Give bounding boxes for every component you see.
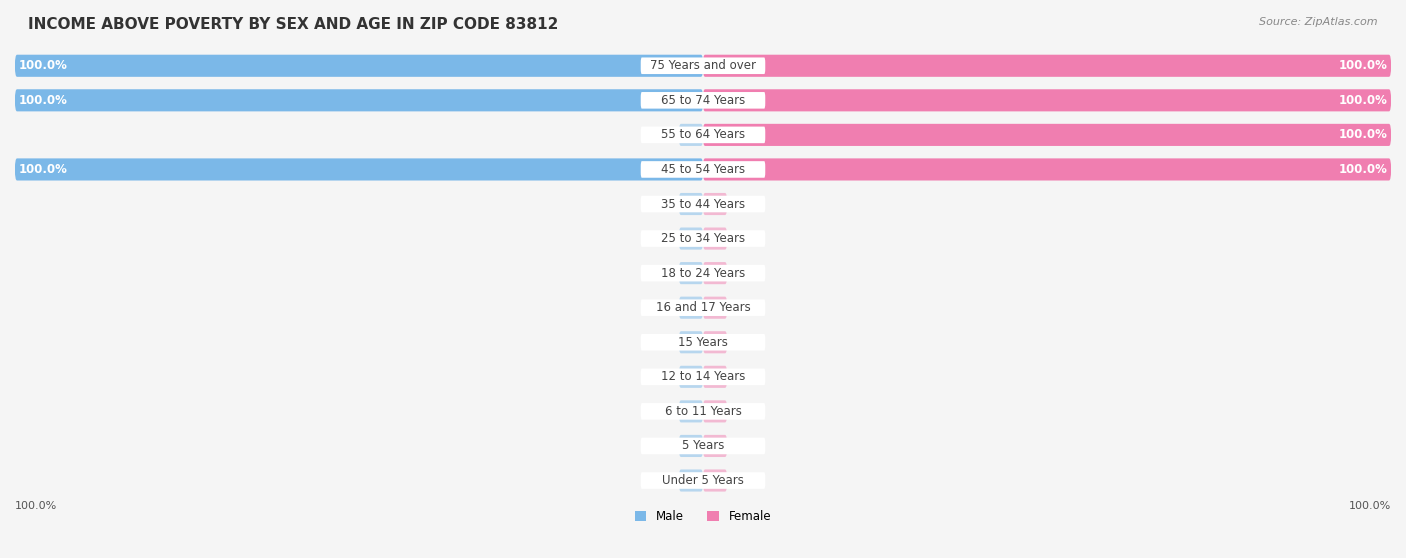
FancyBboxPatch shape	[679, 297, 703, 319]
FancyBboxPatch shape	[703, 435, 727, 457]
Text: 0.0%: 0.0%	[731, 371, 761, 383]
Text: 0.0%: 0.0%	[731, 232, 761, 245]
Text: 0.0%: 0.0%	[645, 198, 675, 210]
Bar	[15, 359, 1391, 394]
FancyBboxPatch shape	[703, 193, 727, 215]
Text: 100.0%: 100.0%	[18, 94, 67, 107]
FancyBboxPatch shape	[679, 400, 703, 422]
Text: 75 Years and over: 75 Years and over	[650, 59, 756, 73]
FancyBboxPatch shape	[703, 469, 727, 492]
FancyBboxPatch shape	[15, 158, 703, 180]
FancyBboxPatch shape	[679, 469, 703, 492]
FancyBboxPatch shape	[641, 92, 765, 109]
FancyBboxPatch shape	[703, 262, 727, 284]
FancyBboxPatch shape	[641, 403, 765, 420]
FancyBboxPatch shape	[703, 55, 1391, 77]
FancyBboxPatch shape	[703, 124, 1391, 146]
FancyBboxPatch shape	[641, 57, 765, 74]
FancyBboxPatch shape	[679, 262, 703, 284]
Text: 100.0%: 100.0%	[18, 59, 67, 73]
FancyBboxPatch shape	[679, 228, 703, 249]
Text: 25 to 34 Years: 25 to 34 Years	[661, 232, 745, 245]
FancyBboxPatch shape	[679, 435, 703, 457]
Bar	[15, 49, 1391, 83]
FancyBboxPatch shape	[703, 365, 727, 388]
FancyBboxPatch shape	[679, 331, 703, 353]
Text: 16 and 17 Years: 16 and 17 Years	[655, 301, 751, 314]
Text: 5 Years: 5 Years	[682, 440, 724, 453]
Text: Under 5 Years: Under 5 Years	[662, 474, 744, 487]
Bar	[15, 222, 1391, 256]
Text: 100.0%: 100.0%	[15, 501, 58, 511]
Bar	[15, 429, 1391, 463]
Text: 0.0%: 0.0%	[645, 267, 675, 280]
Text: 0.0%: 0.0%	[731, 267, 761, 280]
FancyBboxPatch shape	[641, 437, 765, 454]
Legend: Male, Female: Male, Female	[630, 506, 776, 528]
Text: 65 to 74 Years: 65 to 74 Years	[661, 94, 745, 107]
Text: 0.0%: 0.0%	[645, 474, 675, 487]
FancyBboxPatch shape	[641, 230, 765, 247]
Text: 45 to 54 Years: 45 to 54 Years	[661, 163, 745, 176]
Bar	[15, 394, 1391, 429]
FancyBboxPatch shape	[641, 161, 765, 178]
Text: 100.0%: 100.0%	[1339, 94, 1388, 107]
FancyBboxPatch shape	[641, 127, 765, 143]
Text: 0.0%: 0.0%	[731, 336, 761, 349]
Text: 0.0%: 0.0%	[645, 336, 675, 349]
Text: 0.0%: 0.0%	[645, 371, 675, 383]
Text: 0.0%: 0.0%	[731, 405, 761, 418]
Text: 0.0%: 0.0%	[645, 232, 675, 245]
FancyBboxPatch shape	[641, 265, 765, 281]
Text: 0.0%: 0.0%	[731, 198, 761, 210]
Text: 15 Years: 15 Years	[678, 336, 728, 349]
Bar	[15, 83, 1391, 118]
Bar	[15, 256, 1391, 290]
FancyBboxPatch shape	[679, 124, 703, 146]
Bar	[15, 187, 1391, 222]
FancyBboxPatch shape	[703, 158, 1391, 180]
Text: 100.0%: 100.0%	[1339, 59, 1388, 73]
Text: 55 to 64 Years: 55 to 64 Years	[661, 128, 745, 141]
Text: 100.0%: 100.0%	[1348, 501, 1391, 511]
FancyBboxPatch shape	[703, 297, 727, 319]
Text: 0.0%: 0.0%	[645, 128, 675, 141]
FancyBboxPatch shape	[679, 365, 703, 388]
Bar	[15, 118, 1391, 152]
FancyBboxPatch shape	[641, 334, 765, 350]
Text: INCOME ABOVE POVERTY BY SEX AND AGE IN ZIP CODE 83812: INCOME ABOVE POVERTY BY SEX AND AGE IN Z…	[28, 17, 558, 32]
FancyBboxPatch shape	[703, 89, 1391, 112]
Text: 100.0%: 100.0%	[1339, 163, 1388, 176]
Text: 0.0%: 0.0%	[645, 301, 675, 314]
Text: 6 to 11 Years: 6 to 11 Years	[665, 405, 741, 418]
Text: 100.0%: 100.0%	[1339, 128, 1388, 141]
FancyBboxPatch shape	[641, 472, 765, 489]
FancyBboxPatch shape	[703, 228, 727, 249]
Text: 35 to 44 Years: 35 to 44 Years	[661, 198, 745, 210]
Bar	[15, 325, 1391, 359]
Text: 0.0%: 0.0%	[731, 301, 761, 314]
Text: 18 to 24 Years: 18 to 24 Years	[661, 267, 745, 280]
FancyBboxPatch shape	[15, 55, 703, 77]
FancyBboxPatch shape	[641, 300, 765, 316]
Text: Source: ZipAtlas.com: Source: ZipAtlas.com	[1260, 17, 1378, 27]
Bar	[15, 290, 1391, 325]
Text: 12 to 14 Years: 12 to 14 Years	[661, 371, 745, 383]
FancyBboxPatch shape	[703, 400, 727, 422]
Bar	[15, 152, 1391, 187]
Text: 0.0%: 0.0%	[645, 405, 675, 418]
Bar	[15, 463, 1391, 498]
FancyBboxPatch shape	[15, 89, 703, 112]
FancyBboxPatch shape	[641, 196, 765, 212]
Text: 0.0%: 0.0%	[731, 440, 761, 453]
Text: 0.0%: 0.0%	[645, 440, 675, 453]
FancyBboxPatch shape	[641, 368, 765, 385]
Text: 0.0%: 0.0%	[731, 474, 761, 487]
FancyBboxPatch shape	[679, 193, 703, 215]
Text: 100.0%: 100.0%	[18, 163, 67, 176]
FancyBboxPatch shape	[703, 331, 727, 353]
